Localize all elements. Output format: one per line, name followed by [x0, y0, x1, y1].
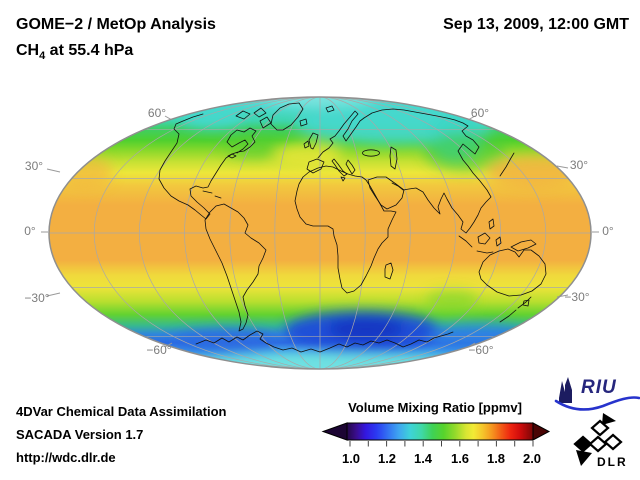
colorbar-ticks [349, 441, 534, 447]
lat-label-30n-left: 30° [24, 159, 44, 173]
lat-label-60s-right: −60° [468, 343, 494, 357]
colorbar-left-arrow-icon [321, 422, 348, 441]
riu-logo-text: RIU [581, 377, 617, 398]
subtitle-subscript: 4 [39, 50, 46, 63]
lat-label-30n-right: 30° [569, 158, 589, 172]
colorbar-tick-label-1-0: 1.0 [341, 451, 361, 466]
lat-label-eq-left: 0° [24, 224, 36, 238]
colorbar-title: Volume Mixing Ratio [ppmv] [348, 400, 522, 415]
footer-credit-line2: SACADA Version 1.7 [16, 427, 144, 442]
figure-title: GOME−2 / MetOp Analysis [16, 16, 216, 33]
figure-subtitle: CH4 at 55.4 hPa [16, 42, 133, 62]
colorbar-tick-label-1-8: 1.8 [486, 451, 506, 466]
riu-swoosh-icon [554, 396, 640, 411]
coastlines [158, 102, 547, 353]
figure-datetime: Sep 13, 2009, 12:00 GMT [443, 16, 629, 33]
dlr-logo-text: DLR [597, 455, 628, 469]
colorbar-gradient-bar [346, 422, 534, 441]
footer-credit-line1: 4DVar Chemical Data Assimilation [16, 404, 227, 419]
lat-label-60s-left: −60° [146, 343, 172, 357]
subtitle-suffix: at 55.4 hPa [45, 42, 134, 59]
subtitle-prefix: CH [16, 42, 40, 59]
colorbar-tick-label-2-0: 2.0 [522, 451, 542, 466]
dlr-logo [573, 413, 623, 466]
dlr-star-icon [573, 413, 623, 466]
riu-cathedral-icon [559, 377, 572, 403]
lat-label-60n-left: 60° [147, 106, 167, 120]
riu-logo [554, 377, 640, 411]
map-ellipse-outline [48, 96, 592, 370]
colorbar-tick-label-1-4: 1.4 [413, 451, 433, 466]
colorbar-tick-label-1-2: 1.2 [377, 451, 397, 466]
colorbar-right-arrow-icon [532, 422, 551, 441]
colorbar [321, 422, 551, 447]
footer-credit-line3: http://wdc.dlr.de [16, 450, 116, 465]
lat-label-eq-right: 0° [602, 224, 614, 238]
colorbar-tick-label-1-6: 1.6 [450, 451, 470, 466]
lat-label-30s-left: −30° [24, 291, 50, 305]
lat-label-30s-right: −30° [564, 290, 590, 304]
lat-label-60n-right: 60° [470, 106, 490, 120]
